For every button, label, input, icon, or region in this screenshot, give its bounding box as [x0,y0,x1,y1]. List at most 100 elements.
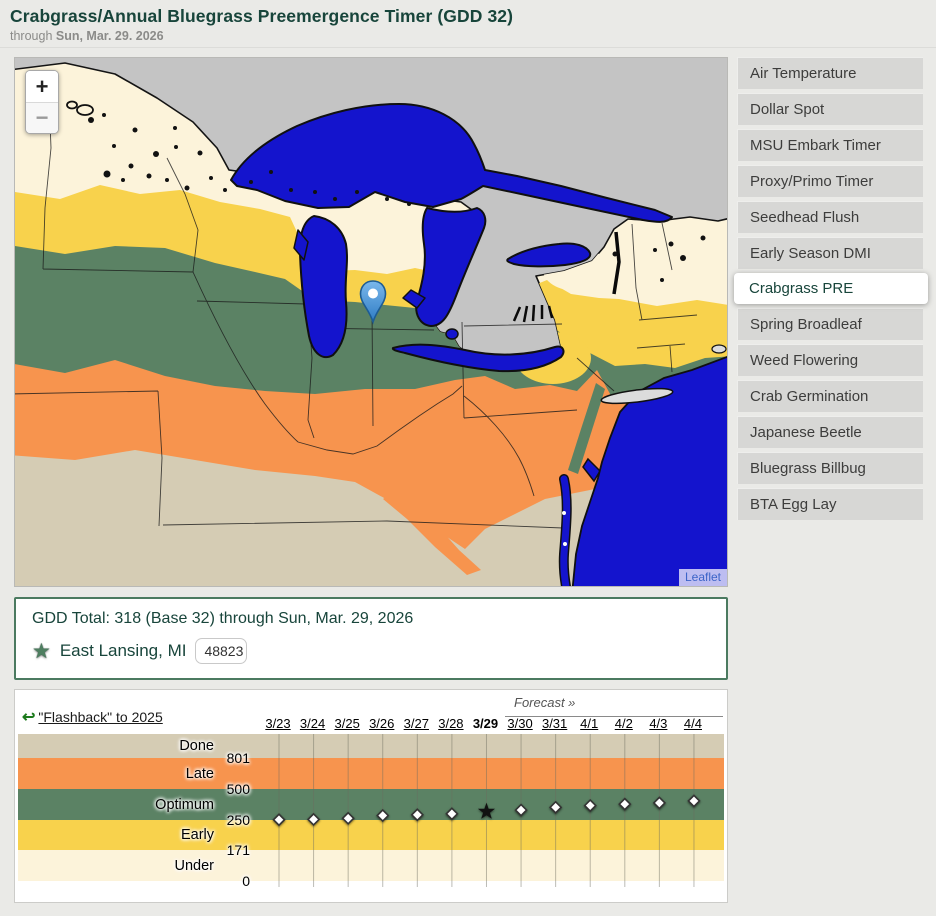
date-link[interactable]: 4/4 [683,716,702,731]
sidebar-item-air-temperature[interactable]: Air Temperature [737,57,923,89]
flashback-label: "Flashback" to 2025 [38,709,163,725]
location-name: East Lansing, MI [59,641,187,660]
band-done [18,734,724,758]
marker-diamond [341,811,355,825]
lake-st-clair [445,328,459,340]
sidebar-item-seedhead-flush[interactable]: Seedhead Flush [737,201,923,233]
forecast-underline [505,716,723,717]
band-label-optimum: Optimum [155,796,214,813]
subtitle-prefix: through [10,29,56,43]
location-pin-icon [359,280,387,325]
gdd-chart: Done Late Optimum Early Under 801 500 250 171 0 [18,734,724,899]
marker-diamond [306,812,321,827]
chart-markers-overlay [272,734,701,887]
band-under [18,850,724,881]
timeline-panel: ↩ "Flashback" to 2025 Forecast » 3/23 3/24… [14,689,728,903]
gdd-summary-box: GDD Total: 318 (Base 32) through Sun, Ma… [14,597,728,680]
map-state-borders [15,69,698,529]
map-coastline [571,356,727,586]
marker-star-today [477,802,495,819]
marker-diamond [272,813,286,827]
flashback-link[interactable]: ↩ "Flashback" to 2025 [22,707,163,727]
boston-harbor-patch [711,344,727,354]
bay-island [562,511,566,515]
forecast-label: Forecast » [514,695,576,710]
band-label-late: Late [185,765,214,782]
marker-diamond [514,803,528,817]
page-title: Crabgrass/Annual Bluegrass Preemergence … [10,6,514,26]
marker-diamond [376,808,390,823]
location-star-icon: ★ [32,639,51,663]
page-subtitle: through Sun, Mar. 29. 2026 [10,29,936,43]
green-bay [293,229,309,261]
band-label-under: Under [174,857,215,874]
sidebar-item-crab-germination[interactable]: Crab Germination [737,380,923,412]
map-canvas [15,58,727,586]
date-link[interactable]: 3/27 [403,716,429,731]
date-link[interactable]: 3/23 [265,716,291,731]
sidebar-item-weed-flowering[interactable]: Weed Flowering [737,344,923,376]
date-link[interactable]: 3/30 [507,716,533,731]
outlined-lake [76,104,94,116]
map-zoom-control: + − [25,70,59,134]
zoom-out-button[interactable]: − [26,102,58,133]
lake-superior [230,103,673,223]
timeline-header: ↩ "Flashback" to 2025 Forecast » 3/23 3/24… [17,690,725,734]
small-lakes-dots [88,113,706,282]
sidebar-item-proxy-primo-timer[interactable]: Proxy/Primo Timer [737,165,923,197]
marker-diamond [410,808,424,822]
map-region-done [15,450,727,586]
subtitle-date: Sun, Mar. 29. 2026 [55,29,164,43]
threshold-label-500: 500 [226,781,250,797]
lake-huron [415,207,487,327]
band-label-early: Early [180,827,214,843]
sidebar-item-msu-embark-timer[interactable]: MSU Embark Timer [737,129,923,161]
flashback-arrow-icon: ↩ [22,709,36,726]
sidebar-item-japanese-beetle[interactable]: Japanese Beetle [737,416,923,448]
sidebar-item-bluegrass-billbug[interactable]: Bluegrass Billbug [737,452,923,484]
page-header: Crabgrass/Annual Bluegrass Preemergence … [0,0,936,48]
gdd-total-text: GDD Total: 318 (Base 32) through Sun, Ma… [32,610,414,627]
date-link[interactable]: 3/31 [541,716,568,731]
lake-erie [391,343,565,373]
threshold-label-0: 0 [242,873,250,889]
band-late [18,758,724,789]
map[interactable]: + − Leaflet [14,57,728,587]
map-va-orange-tongue [383,490,481,575]
bay-island [563,542,567,546]
map-atlantic-ocean [572,356,727,586]
date-link[interactable]: 4/2 [614,716,633,731]
sidebar-item-dollar-spot[interactable]: Dollar Spot [737,93,923,125]
long-island [600,387,674,405]
band-optimum [18,789,724,820]
band-early [18,820,724,850]
marker-diamond [445,807,459,821]
band-label-done: Done [179,738,214,754]
leaflet-attribution-link[interactable]: Leaflet [678,569,727,586]
sidebar-item-bta-egg-lay[interactable]: BTA Egg Lay [737,488,923,520]
marker-diamond [583,798,597,813]
sidebar-item-spring-broadleaf[interactable]: Spring Broadleaf [737,308,923,340]
delaware-bay [582,457,601,483]
threshold-label-801: 801 [226,750,250,766]
saginaw-bay [402,289,426,309]
date-link[interactable]: 3/25 [334,716,360,731]
chesapeake-bay [560,475,571,586]
lake-ontario [506,242,592,268]
sidebar-item-early-season-dmi[interactable]: Early Season DMI [737,237,923,269]
outlined-lake [66,100,78,110]
map-appalachian-green [568,383,605,474]
threshold-label-250: 250 [226,812,250,828]
zip-code-input[interactable] [195,638,248,664]
date-link[interactable]: 3/28 [438,716,464,731]
sidebar-item-crabgrass-pre[interactable]: Crabgrass PRE [734,273,928,304]
zoom-in-button[interactable]: + [26,71,58,102]
date-link[interactable]: 4/3 [649,716,668,731]
date-link[interactable]: 4/1 [580,716,599,731]
date-link[interactable]: 3/26 [369,716,395,731]
gdd-location-row: ★ East Lansing, MI [32,638,710,664]
marker-diamond [687,794,701,808]
finger-lakes [512,304,554,323]
date-link[interactable]: 3/24 [299,716,326,731]
